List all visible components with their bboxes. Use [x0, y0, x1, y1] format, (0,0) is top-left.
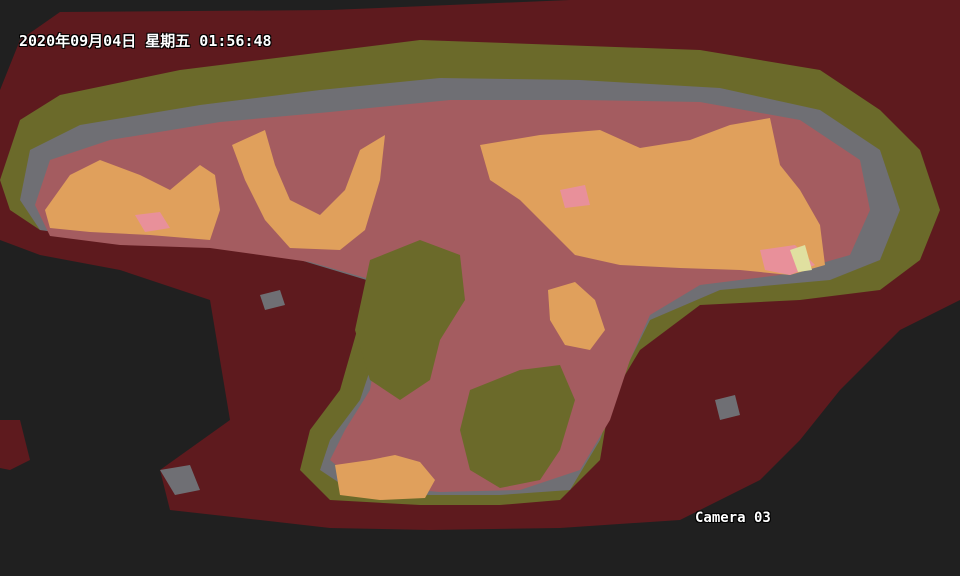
camera-label: Camera 03 [695, 510, 771, 526]
thermal-region-hot [335, 455, 435, 500]
thermal-region-hot [548, 282, 605, 350]
thermal-region-hot [232, 130, 385, 250]
thermal-region-hot [480, 118, 825, 275]
thermal-region-cool [355, 240, 465, 400]
thermal-region-mid [160, 465, 200, 495]
thermal-region-cold [0, 420, 30, 470]
thermal-region-hottest [790, 245, 812, 272]
thermal-region-hotter [135, 212, 170, 232]
thermal-region-cool [460, 365, 575, 488]
thermal-region-hot [45, 160, 220, 240]
thermal-region-mid [715, 395, 740, 420]
timestamp-overlay: 2020年09月04日 星期五 01:56:48 [19, 32, 272, 50]
thermal-region-mid [260, 290, 285, 310]
thermal-region-hotter [560, 185, 590, 208]
